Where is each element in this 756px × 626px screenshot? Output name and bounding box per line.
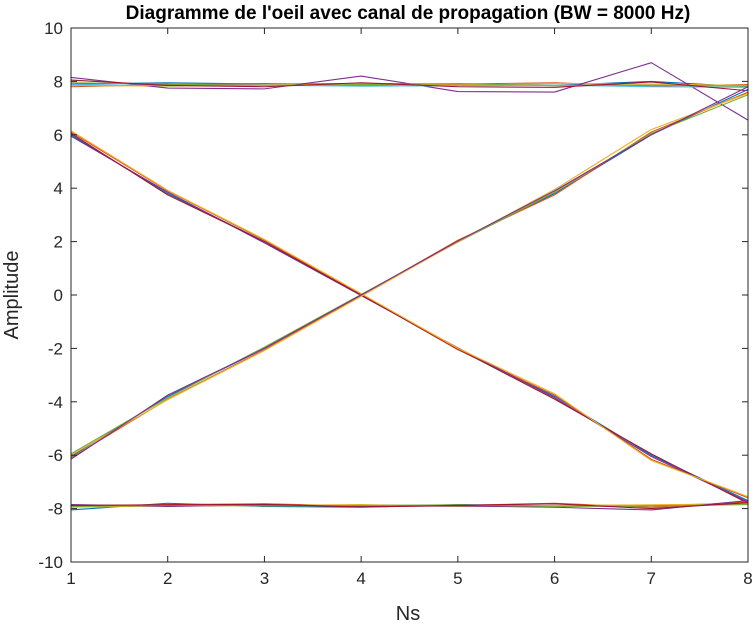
y-tick-label: -10 [38,553,63,572]
series-line-12 [70,130,749,498]
y-tick-label: -2 [48,339,63,358]
series-line-22 [70,504,749,508]
y-axis-label: Amplitude [1,251,23,340]
series-line-23 [70,502,749,510]
series-layer [70,62,749,511]
y-tick-label: 8 [54,72,63,91]
x-tick-label: 2 [163,569,172,588]
y-tick-label: -8 [48,500,63,519]
x-tick-label: 6 [550,569,559,588]
x-axis: 1 2 3 4 5 6 7 8 [66,28,753,588]
plot-background [71,28,748,562]
series-line-16 [70,92,749,456]
x-tick-label: 3 [260,569,269,588]
y-tick-label: -6 [48,446,63,465]
x-tick-label: 7 [647,569,656,588]
x-tick-label: 4 [356,569,365,588]
y-tick-label: 4 [54,179,63,198]
y-tick-label: 6 [54,126,63,145]
y-tick-label: 10 [44,19,63,38]
series-line-11 [70,133,749,504]
series-line-17 [70,86,749,460]
x-tick-label: 8 [743,569,752,588]
y-tick-label: 0 [54,286,63,305]
y-tick-label: -4 [48,393,63,412]
series-line-7 [70,79,749,92]
chart-title: Diagramme de l'oeil avec canal de propag… [126,3,691,24]
x-axis-label: Ns [396,603,420,625]
y-axis: -10 -8 -6 -4 -2 0 2 4 6 8 10 [38,19,748,572]
series-line-5 [70,82,749,87]
plot-area [71,28,748,562]
x-tick-label: 1 [66,569,75,588]
y-tick-label: 2 [54,233,63,252]
x-tick-label: 5 [453,569,462,588]
